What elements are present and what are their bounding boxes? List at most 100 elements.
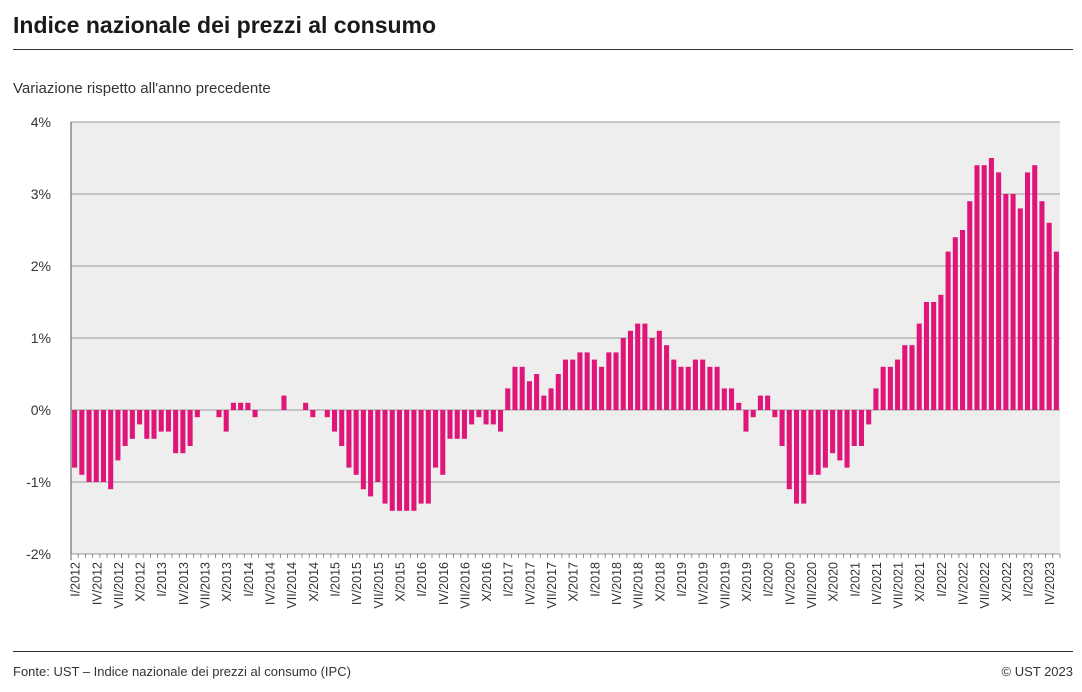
y-tick-label: -1% <box>26 474 51 490</box>
bar <box>649 338 655 410</box>
bar <box>656 330 662 410</box>
bar <box>433 410 439 468</box>
x-tick-label: VII/2020 <box>805 562 819 609</box>
x-tick-label: X/2018 <box>653 562 667 602</box>
bar <box>490 410 496 425</box>
bar <box>750 410 756 418</box>
bar <box>137 410 143 425</box>
x-tick-label: X/2012 <box>134 562 148 602</box>
bar <box>815 410 821 475</box>
bar <box>411 410 417 511</box>
bar <box>418 410 424 504</box>
x-tick-label: I/2019 <box>675 562 689 597</box>
bar <box>339 410 345 446</box>
bar <box>100 410 107 482</box>
bar <box>700 359 706 410</box>
bar <box>476 410 482 418</box>
bar <box>238 402 244 410</box>
bar <box>79 410 85 475</box>
bar <box>570 359 576 410</box>
x-tick-label: IV/2017 <box>523 562 537 605</box>
bar <box>844 410 850 468</box>
bar <box>404 410 410 511</box>
bar <box>505 388 511 410</box>
x-tick-label: VII/2013 <box>199 562 213 609</box>
x-tick-label: IV/2020 <box>783 562 797 605</box>
bar <box>483 410 489 425</box>
bar <box>830 410 836 454</box>
bar <box>512 366 518 410</box>
bar <box>757 395 763 410</box>
x-tick-label: X/2021 <box>913 562 927 602</box>
bar <box>86 410 92 482</box>
copyright-note: © UST 2023 <box>1001 664 1074 679</box>
bar <box>858 410 865 446</box>
bar <box>743 410 749 432</box>
bar <box>678 366 684 410</box>
bar <box>324 410 330 418</box>
bar <box>822 410 828 468</box>
bar <box>584 352 590 410</box>
title-divider <box>13 49 1073 50</box>
bar <box>916 323 922 410</box>
x-tick-label: X/2013 <box>220 562 234 602</box>
bar <box>375 410 381 482</box>
bar <box>786 410 792 490</box>
bar <box>931 302 937 410</box>
bar <box>1010 194 1016 410</box>
x-tick-label: X/2015 <box>393 562 407 602</box>
bar <box>707 366 713 410</box>
bar <box>765 395 771 410</box>
y-tick-label: 0% <box>31 402 51 418</box>
x-tick-label: IV/2014 <box>264 562 278 605</box>
x-tick-label: IV/2023 <box>1043 562 1057 605</box>
bar <box>245 402 251 410</box>
x-tick-label: VII/2021 <box>892 562 906 609</box>
bar <box>72 410 78 468</box>
bar <box>960 230 966 410</box>
x-tick-label: VII/2017 <box>545 562 559 609</box>
bar <box>851 410 857 446</box>
bar <box>548 388 554 410</box>
bar <box>230 402 236 410</box>
bar <box>577 352 583 410</box>
x-tick-label: VII/2019 <box>718 562 732 609</box>
bar <box>945 251 951 410</box>
bar <box>534 374 540 410</box>
bar <box>887 366 893 410</box>
x-tick-label: I/2021 <box>848 562 862 597</box>
bar <box>895 359 901 410</box>
bar <box>729 388 735 410</box>
bar <box>801 410 807 504</box>
bar <box>692 359 698 410</box>
bar <box>1024 172 1031 410</box>
bar <box>331 410 338 432</box>
bar <box>194 410 200 418</box>
bar <box>368 410 374 497</box>
bar <box>519 366 525 410</box>
x-tick-label: VII/2014 <box>285 562 299 609</box>
bar <box>772 410 778 418</box>
bar <box>599 366 605 410</box>
bar <box>1039 201 1045 410</box>
bar <box>988 158 994 410</box>
bar <box>671 359 677 410</box>
x-tick-label: IV/2021 <box>870 562 884 605</box>
chart-subtitle: Variazione rispetto all'anno precedente <box>13 80 271 97</box>
bar <box>1032 165 1038 410</box>
bar <box>129 410 135 439</box>
bar <box>837 410 843 461</box>
bar <box>555 374 561 410</box>
bar <box>866 410 872 425</box>
bar <box>664 345 670 410</box>
bar <box>613 352 619 410</box>
x-tick-label: IV/2013 <box>177 562 191 605</box>
bar <box>252 410 258 418</box>
bar <box>440 410 446 475</box>
bar <box>923 302 929 410</box>
bar <box>1003 194 1009 410</box>
bar <box>122 410 128 446</box>
bar <box>382 410 388 504</box>
x-tick-label: VII/2016 <box>458 562 472 609</box>
